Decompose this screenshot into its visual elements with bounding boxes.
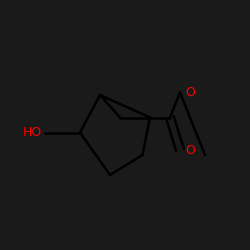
Text: O: O [185,86,195,99]
Text: O: O [185,144,195,156]
Text: HO: HO [23,126,42,139]
